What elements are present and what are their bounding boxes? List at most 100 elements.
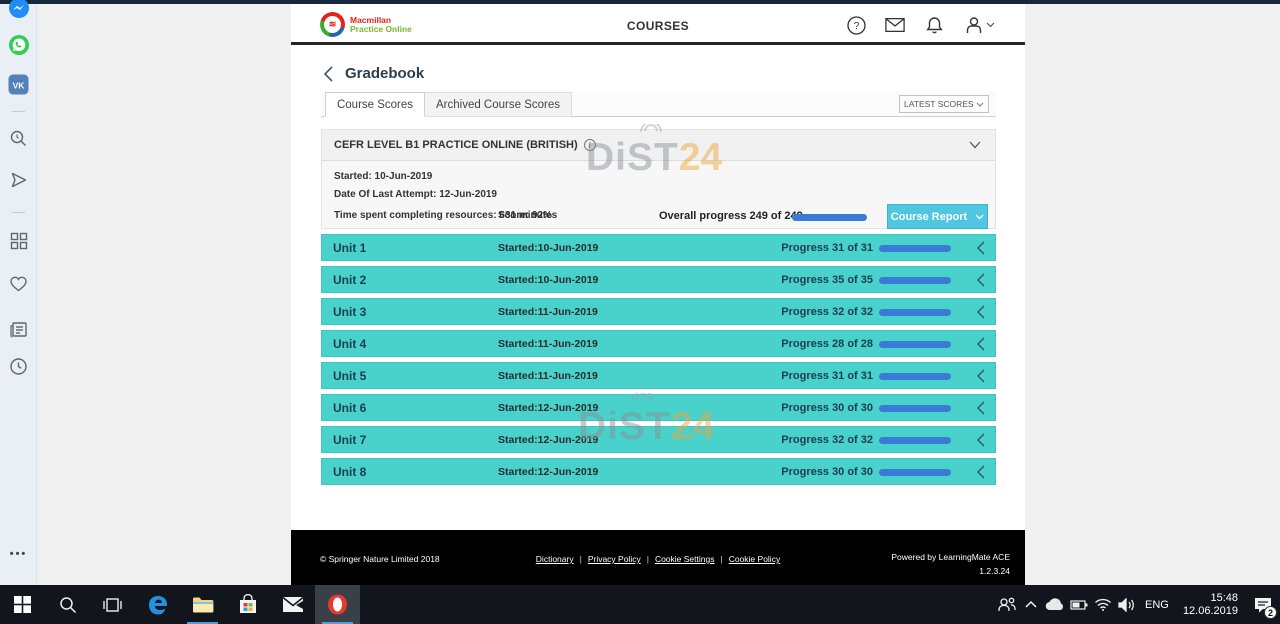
onedrive-icon[interactable] (1043, 585, 1067, 624)
footer-link-cookie-policy[interactable]: Cookie Policy (728, 554, 781, 564)
expand-chevron-icon[interactable] (977, 241, 985, 255)
unit-progress-label: Progress 31 of 31 (781, 242, 873, 254)
footer-link-dictionary[interactable]: Dictionary (535, 554, 574, 564)
unit-started: Started:11-Jun-2019 (498, 370, 598, 382)
unit-row[interactable]: Unit 3 Started:11-Jun-2019 Progress 32 of … (321, 298, 996, 325)
unit-started: Started:11-Jun-2019 (498, 338, 598, 350)
store-icon[interactable] (225, 585, 270, 624)
notifications-icon[interactable] (924, 15, 944, 35)
hidden-icons-chevron[interactable] (1019, 585, 1043, 624)
unit-progress-bar (879, 277, 951, 284)
edge-icon[interactable] (135, 585, 180, 624)
notification-badge: 2 (1264, 606, 1277, 619)
clock-date: 12.06.2019 (1182, 604, 1238, 617)
more-dots-icon[interactable]: ••• (9, 548, 28, 560)
volume-icon[interactable] (1115, 585, 1139, 624)
file-explorer-icon[interactable] (180, 585, 225, 624)
start-button[interactable] (0, 585, 45, 624)
whatsapp-icon[interactable] (0, 33, 37, 56)
macmillan-logo[interactable]: ≋ Macmillan Practice Online (320, 12, 412, 37)
unit-progress-bar (879, 437, 951, 444)
help-icon[interactable]: ? (846, 15, 866, 35)
tab-course-scores[interactable]: Course Scores (325, 92, 425, 117)
speed-dial-icon[interactable] (0, 230, 37, 252)
unit-started: Started:11-Jun-2019 (498, 306, 598, 318)
opera-icon[interactable] (315, 585, 360, 624)
expand-chevron-icon[interactable] (977, 369, 985, 383)
action-center-icon[interactable]: 2 (1246, 585, 1280, 624)
svg-text:?: ? (853, 21, 859, 32)
mail-icon[interactable] (885, 15, 905, 35)
footer-link-privacy-policy[interactable]: Privacy Policy (587, 554, 641, 564)
news-icon[interactable] (0, 318, 37, 340)
unit-row[interactable]: Unit 1 Started:10-Jun-2019 Progress 31 of … (321, 234, 996, 261)
unit-name: Unit 6 (333, 401, 367, 415)
course-last-attempt: Date Of Last Attempt: 12-Jun-2019 (334, 189, 497, 200)
site-footer: © Springer Nature Limited 2018 Dictionar… (291, 530, 1025, 585)
info-icon[interactable]: i (583, 139, 596, 151)
sort-dropdown[interactable]: LATEST SCORES (899, 95, 989, 113)
unit-row[interactable]: Unit 4 Started:11-Jun-2019 Progress 28 of … (321, 330, 996, 357)
page-title: Gradebook (345, 65, 425, 82)
unit-progress-bar (879, 469, 951, 476)
vk-icon[interactable]: VK (0, 74, 37, 95)
unit-name: Unit 5 (333, 369, 367, 383)
expand-chevron-icon[interactable] (977, 465, 985, 479)
expand-chevron-icon[interactable] (977, 433, 985, 447)
unit-progress-label: Progress 30 of 30 (781, 402, 873, 414)
course-panel: CEFR LEVEL B1 PRACTICE ONLINE (BRITISH) … (321, 129, 996, 229)
course-started: Started: 10-Jun-2019 (334, 171, 433, 182)
flow-arrow-icon[interactable] (0, 169, 37, 191)
tab-archived-course-scores[interactable]: Archived Course Scores (425, 92, 572, 117)
unit-row[interactable]: Unit 5 Started:11-Jun-2019 Progress 31 of … (321, 362, 996, 389)
taskbar-search-icon[interactable] (45, 585, 90, 624)
chevron-down-icon (975, 214, 984, 219)
unit-started: Started:12-Jun-2019 (498, 434, 599, 446)
unit-progress-label: Progress 31 of 31 (781, 370, 873, 382)
unit-progress-label: Progress 35 of 35 (781, 274, 873, 286)
clock-time: 15:48 (1210, 591, 1238, 604)
unit-started: Started:12-Jun-2019 (498, 466, 599, 478)
search-icon[interactable] (0, 127, 37, 149)
unit-progress-bar (879, 341, 951, 348)
task-view-icon[interactable] (90, 585, 135, 624)
course-report-button[interactable]: Course Report (887, 204, 988, 229)
unit-progress-label: Progress 32 of 32 (781, 434, 873, 446)
expand-chevron-icon[interactable] (977, 337, 985, 351)
account-icon[interactable] (963, 15, 997, 35)
battery-icon[interactable] (1067, 585, 1091, 624)
collapse-chevron-icon[interactable] (969, 141, 981, 149)
footer-link-cookie-settings[interactable]: Cookie Settings (654, 554, 715, 564)
browser-window-edge (0, 0, 1280, 4)
unit-progress-label: Progress 30 of 30 (781, 466, 873, 478)
history-clock-icon[interactable] (0, 355, 37, 377)
unit-row[interactable]: Unit 8 Started:12-Jun-2019 Progress 30 of … (321, 458, 996, 485)
bookmarks-heart-icon[interactable] (0, 273, 37, 295)
expand-chevron-icon[interactable] (977, 305, 985, 319)
unit-row[interactable]: Unit 7 Started:12-Jun-2019 Progress 32 of … (321, 426, 996, 453)
footer-powered-by: Powered by LearningMate ACE (891, 552, 1010, 562)
clock[interactable]: 15:48 12.06.2019 (1175, 592, 1246, 618)
language-indicator[interactable]: ENG (1145, 598, 1169, 611)
unit-row[interactable]: Unit 6 Started:12-Jun-2019 Progress 30 of … (321, 394, 996, 421)
back-chevron-icon[interactable] (324, 65, 333, 82)
unit-row[interactable]: Unit 2 Started:10-Jun-2019 Progress 35 of … (321, 266, 996, 293)
nav-courses[interactable]: COURSES (626, 19, 690, 33)
opera-sidebar: VK ••• (0, 0, 37, 585)
expand-chevron-icon[interactable] (977, 401, 985, 415)
unit-started: Started:10-Jun-2019 (498, 242, 599, 254)
unit-started: Started:12-Jun-2019 (498, 402, 599, 414)
unit-name: Unit 8 (333, 465, 367, 479)
site-header: ≋ Macmillan Practice Online COURSES ? (291, 4, 1025, 45)
wifi-icon[interactable] (1091, 585, 1115, 624)
unit-name: Unit 2 (333, 273, 367, 287)
unit-name: Unit 1 (333, 241, 367, 255)
people-icon[interactable] (995, 585, 1019, 624)
course-panel-header[interactable]: CEFR LEVEL B1 PRACTICE ONLINE (BRITISH) … (322, 130, 995, 161)
expand-chevron-icon[interactable] (977, 273, 985, 287)
taskbar-mail-icon[interactable] (270, 585, 315, 624)
unit-progress-bar (879, 373, 951, 380)
messenger-icon[interactable] (0, 0, 37, 21)
windows-taskbar: ENG 15:48 12.06.2019 2 (0, 585, 1280, 624)
